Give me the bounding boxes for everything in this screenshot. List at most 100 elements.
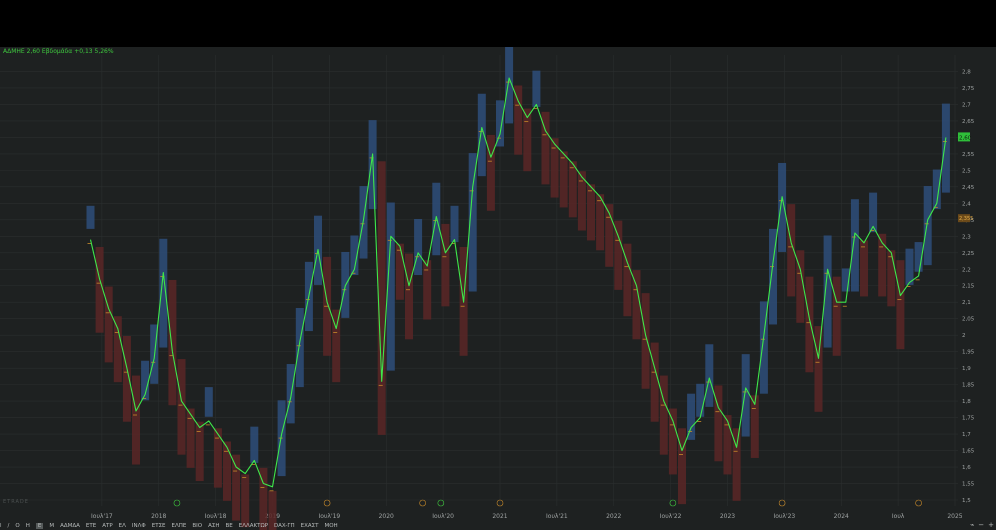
x-tick-label: Ιουλ'21 bbox=[546, 513, 568, 520]
down-box bbox=[814, 326, 823, 412]
up-box bbox=[905, 248, 914, 285]
toolbar-item[interactable]: ΕΛ bbox=[118, 522, 126, 529]
ticker-header: ΑΔΜΗΕ 2,60 Εβδομάδα +0,13 5,26% bbox=[3, 48, 114, 55]
y-tick-label: 1,75 bbox=[962, 416, 975, 422]
event-marker-icon bbox=[419, 499, 426, 507]
last-price-tag bbox=[958, 132, 970, 142]
toolbar-item[interactable]: ΕΧΑΣΤ bbox=[300, 522, 319, 529]
up-box bbox=[778, 162, 787, 252]
up-box bbox=[286, 364, 295, 424]
down-box bbox=[122, 336, 131, 422]
up-box bbox=[204, 387, 213, 417]
y-tick-label: 1,6 bbox=[962, 465, 971, 471]
down-box bbox=[332, 309, 341, 383]
toolbar-item[interactable]: Ο bbox=[15, 522, 20, 529]
toolbar-item[interactable]: / bbox=[7, 522, 10, 529]
up-box bbox=[841, 268, 850, 292]
down-box bbox=[668, 408, 677, 475]
y-tick-label: 2,2 bbox=[962, 267, 971, 273]
down-box bbox=[132, 375, 140, 465]
chart-type-icon[interactable]: ⌁ bbox=[970, 521, 975, 529]
down-box bbox=[186, 408, 195, 468]
x-tick-label: 2025 bbox=[947, 513, 962, 520]
x-tick-label: 2024 bbox=[834, 513, 849, 520]
toolbar-item[interactable]: ΑΤΡ bbox=[102, 522, 113, 529]
up-box bbox=[468, 153, 477, 292]
chart-area[interactable]: 1,5 1,55 1,6 1,65 1,7 1,75 1,8 1,85 1,9 1,95 2 2,05… bbox=[0, 47, 996, 530]
x-tick-label: 2018 bbox=[151, 513, 166, 520]
toolbar-item[interactable]: ΕΤΕ bbox=[85, 522, 97, 529]
up-box bbox=[741, 354, 750, 437]
toolbar-item[interactable]: ΑΣΗ bbox=[208, 522, 220, 529]
marker-price-label: 2,355 bbox=[959, 216, 973, 222]
x-tick-label: Ιουλ'22 bbox=[660, 513, 682, 520]
toolbar-item[interactable]: ΒΕ bbox=[225, 522, 233, 529]
y-tick-label: 2,3 bbox=[962, 234, 971, 240]
ticker-change-pct: 5,26% bbox=[94, 48, 114, 55]
down-box bbox=[441, 223, 450, 307]
toolbar-item[interactable]: Μ bbox=[49, 522, 55, 529]
event-marker-icon bbox=[778, 499, 786, 507]
toolbar-item[interactable]: ΑΔΜΔΑ bbox=[60, 522, 80, 529]
down-box bbox=[614, 220, 623, 290]
x-tick-label: Ιουλ'18 bbox=[205, 513, 227, 520]
toolbar-item[interactable]: ΕΤΣΕ bbox=[151, 522, 166, 529]
down-box bbox=[623, 243, 632, 317]
down-box bbox=[796, 250, 805, 323]
bottom-toolbar: l / Ο Η Ε Μ ΑΔΜΔΑ ΕΤΕ ΑΤΡ ΕΛ ΙΝΛΦ ΕΤΣΕ ΕΛΠΕ ΒΙΟ ΑΣΗ ΒΕ Ε… bbox=[0, 521, 996, 530]
toolbar-item[interactable]: ΕΛΛΑΚΤΩΡ bbox=[238, 522, 269, 529]
y-tick-label: 1,95 bbox=[962, 350, 975, 356]
ticker-change: +0,13 bbox=[74, 48, 93, 55]
down-box bbox=[577, 171, 586, 231]
marker-price-tag bbox=[958, 214, 970, 223]
toolbar-item[interactable]: Η bbox=[25, 522, 30, 529]
event-marker-icon bbox=[915, 499, 922, 507]
y-tick-label: 2,75 bbox=[962, 86, 975, 92]
x-tick-label: Ιουλ'17 bbox=[91, 513, 113, 520]
x-tick-label: Ιουλ'19 bbox=[319, 513, 341, 520]
up-box bbox=[696, 383, 705, 417]
ticker-price: 2,60 bbox=[26, 48, 40, 55]
price-chart[interactable]: 1,5 1,55 1,6 1,65 1,7 1,75 1,8 1,85 1,9 1,95 2 2,05… bbox=[0, 47, 996, 530]
down-box bbox=[405, 253, 413, 340]
toolbar-item[interactable]: ΜΟΗ bbox=[324, 522, 338, 529]
up-box bbox=[932, 169, 941, 210]
price-series-line bbox=[89, 77, 947, 488]
x-tick-label: Ιουλ bbox=[892, 513, 905, 520]
ticker-period: Εβδομάδα bbox=[41, 48, 73, 55]
toolbar-item[interactable]: ΕΛΠΕ bbox=[171, 522, 187, 529]
y-tick-label: 2,05 bbox=[962, 317, 975, 323]
broker-watermark: ETRADE bbox=[3, 499, 29, 505]
toolbar-item[interactable]: DAX-ΓΠ bbox=[274, 522, 295, 529]
toolbar-item[interactable]: ΙΝΛΦ bbox=[131, 522, 146, 529]
down-box bbox=[605, 204, 614, 267]
down-box bbox=[377, 161, 386, 435]
toolbar-item[interactable]: Ε bbox=[35, 522, 44, 529]
down-box bbox=[113, 316, 122, 383]
x-tick-label: Ιουλ'23 bbox=[774, 513, 796, 520]
toolbar-right-group: ⌁ − + bbox=[970, 521, 994, 529]
up-box bbox=[386, 202, 395, 371]
up-box bbox=[769, 228, 777, 325]
y-tick-label: 2,55 bbox=[962, 152, 975, 158]
up-box bbox=[923, 186, 932, 266]
down-box bbox=[550, 138, 559, 198]
down-box bbox=[750, 395, 759, 458]
toolbar-item[interactable]: ΒΙΟ bbox=[192, 522, 203, 529]
up-box bbox=[850, 199, 859, 292]
down-box bbox=[714, 385, 723, 462]
up-box bbox=[250, 426, 259, 463]
y-tick-label: 2,15 bbox=[962, 284, 975, 290]
ticker-symbol: ΑΔΜΗΕ bbox=[3, 48, 25, 55]
up-box bbox=[295, 308, 304, 388]
down-box bbox=[268, 490, 277, 530]
down-box bbox=[95, 247, 104, 333]
y-tick-label: 2,45 bbox=[962, 185, 975, 191]
x-tick-label: Ιουλ'20 bbox=[432, 513, 454, 520]
down-box bbox=[878, 233, 887, 297]
plus-icon[interactable]: + bbox=[988, 521, 994, 529]
minus-icon[interactable]: − bbox=[978, 521, 985, 529]
y-tick-label: 2,1 bbox=[962, 300, 971, 306]
down-box bbox=[559, 151, 568, 208]
toolbar-item[interactable]: l bbox=[0, 522, 2, 529]
